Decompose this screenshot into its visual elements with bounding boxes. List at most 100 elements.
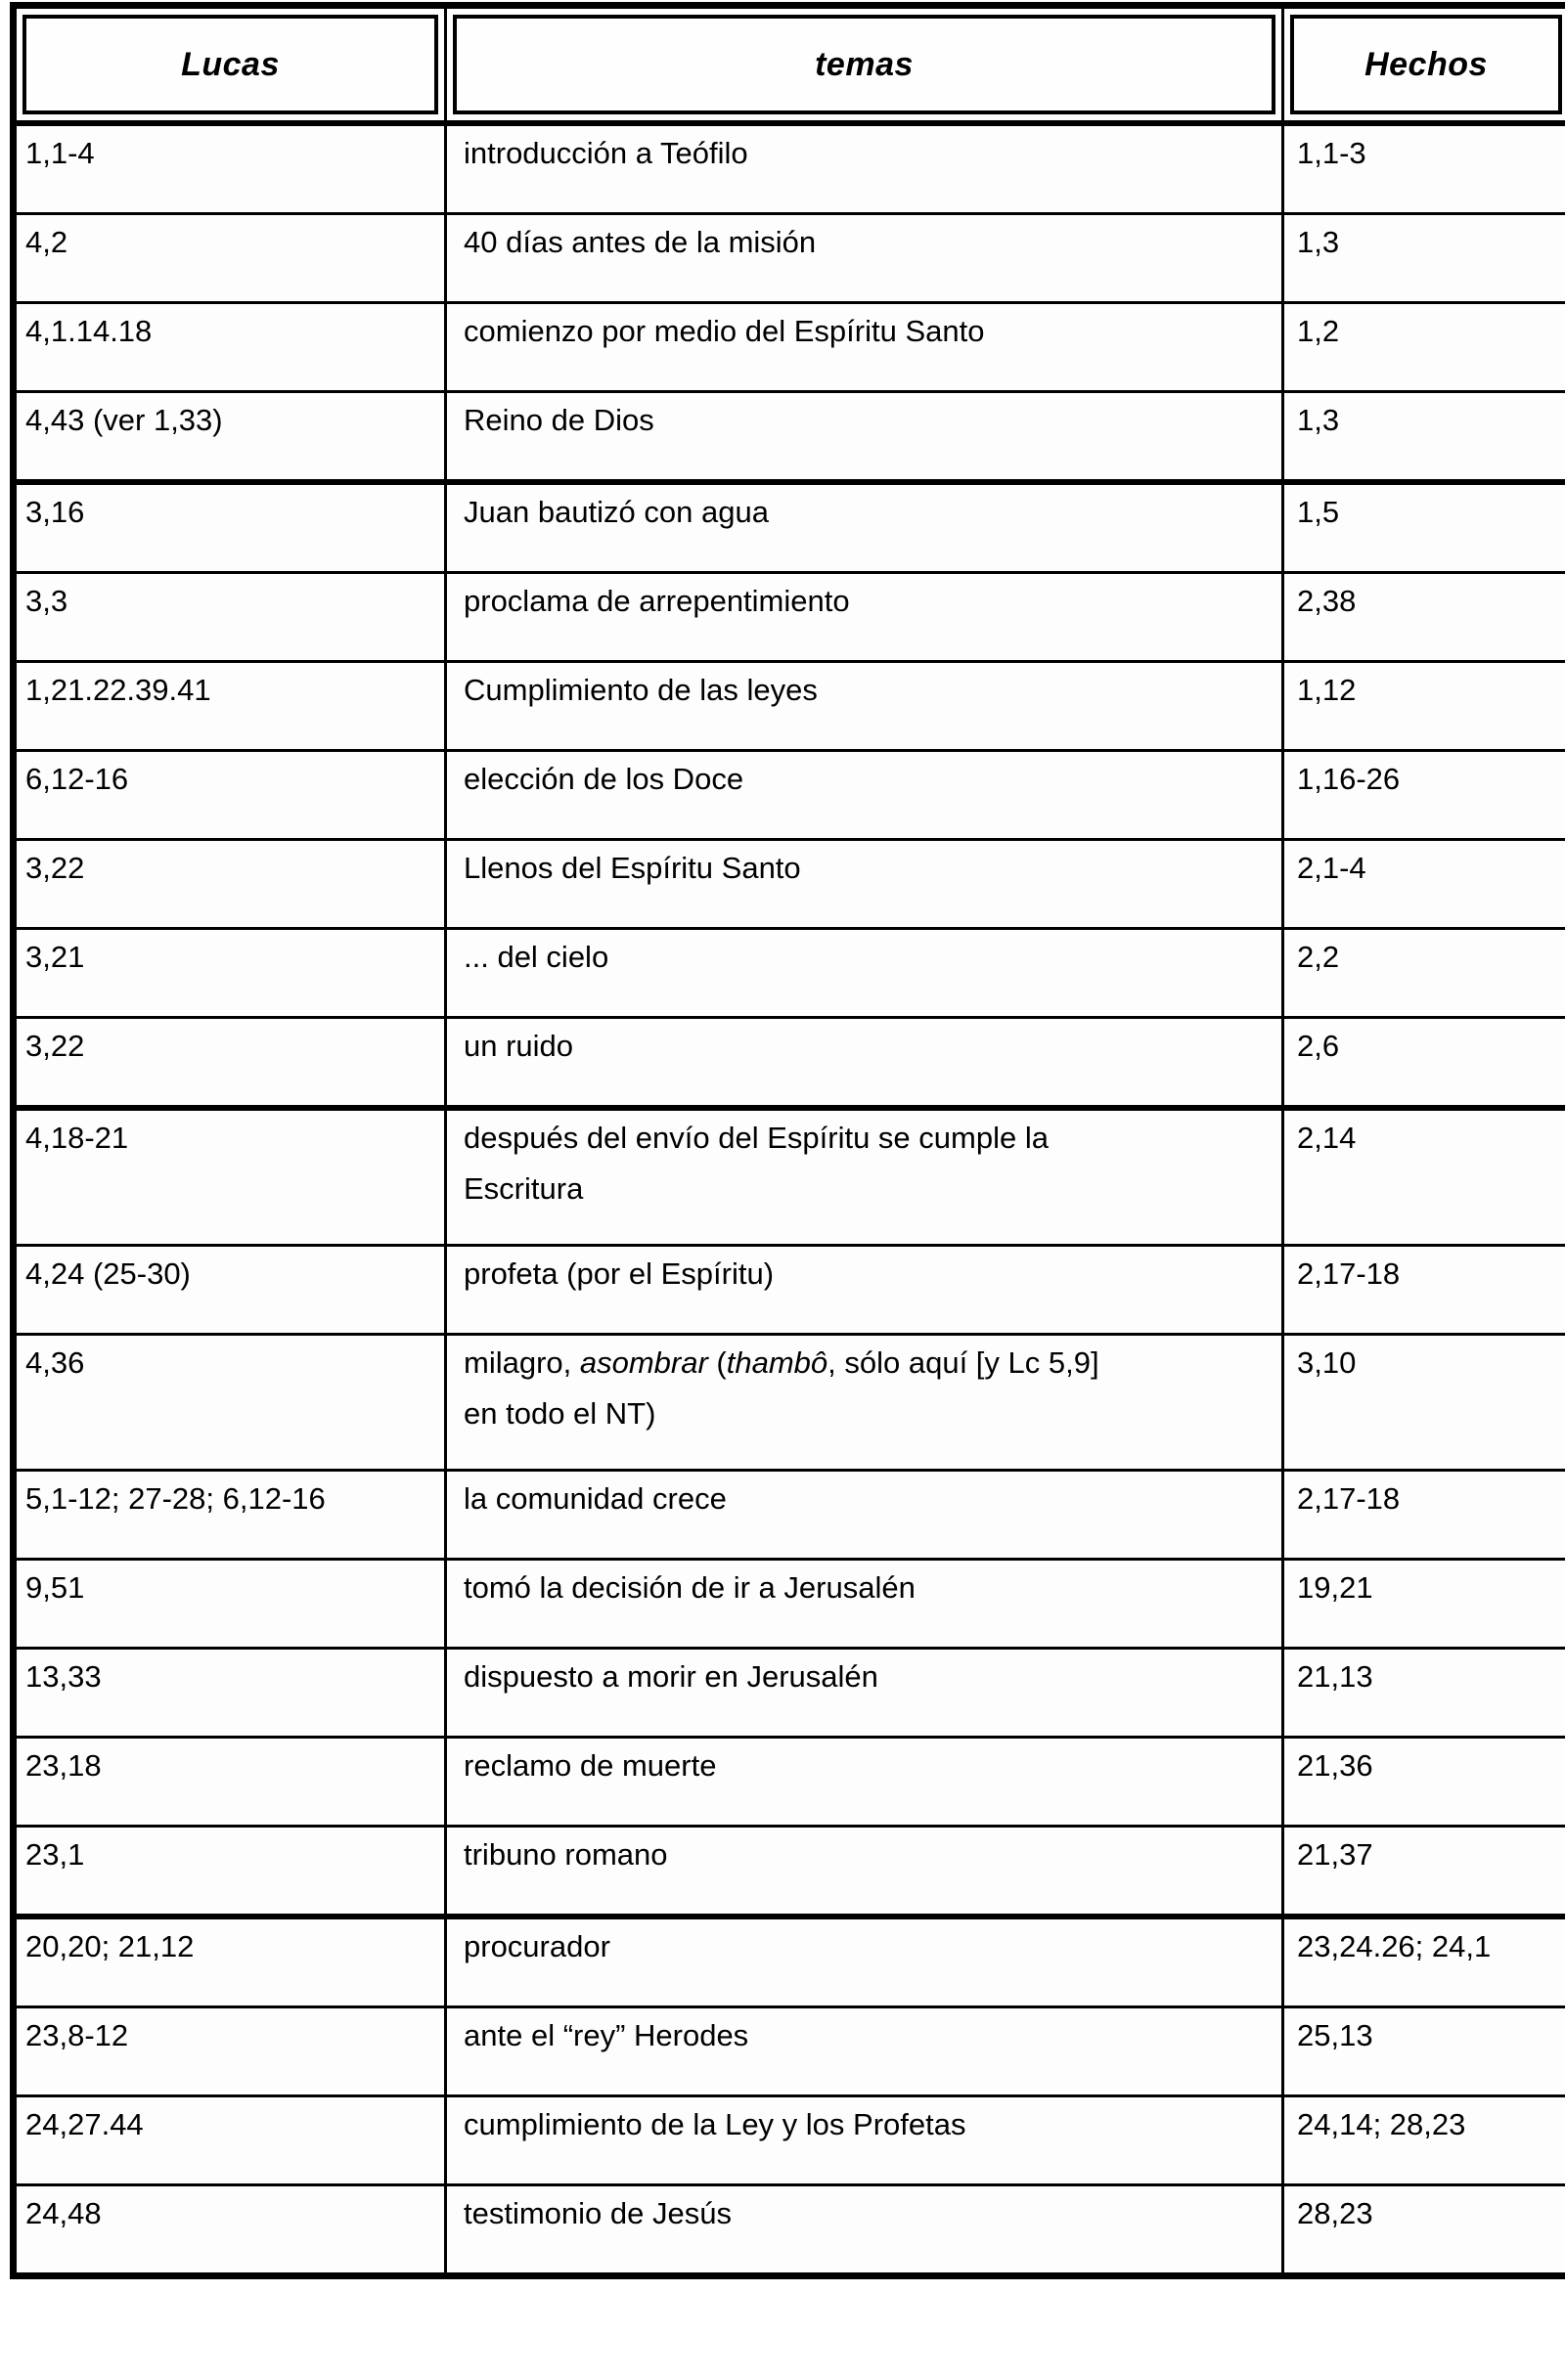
table-row: 4,18-21 después del envío del Espíritu se… [17,1111,1565,1247]
table-row: 9,51 tomó la decisión de ir a Jerusalén 19… [17,1561,1565,1650]
tema-cell: 40 días antes de la misión [447,215,1284,301]
hechos-reference-cell: 23,24.26; 24,1 [1297,1929,1492,1963]
lucas-reference-cell: 4,36 [17,1336,447,1469]
table-row: 1,21.22.39.41 Cumplimiento de las leyes 1,… [17,663,1565,752]
table-row: 3,22 Llenos del Espíritu Santo 2,1-4 [17,841,1565,930]
table-row: 3,3 proclama de arrepentimiento 2,38 [17,574,1565,663]
header-cell-temas: temas [447,9,1284,120]
lucas-reference-cell: 4,18-21 [17,1111,447,1244]
table-row: 4,2 40 días antes de la misión 1,3 [17,215,1565,304]
table-row: 23,1 tribuno romano 21,37 [17,1828,1565,1919]
table-row: 4,1.14.18 comienzo por medio del Espíritu… [17,304,1565,393]
lucas-reference-cell: 3,21 [17,930,447,1016]
table-row: 1,1-4 introducción a Teófilo 1,1-3 [17,126,1565,215]
header-cell-hechos: Hechos [1284,9,1565,120]
tema-cell: un ruido [447,1019,1284,1105]
tema-cell: Llenos del Espíritu Santo [447,841,1284,927]
lucas-reference-cell: 5,1-12; 27-28; 6,12-16 [17,1472,447,1558]
hechos-reference-cell: 21,13 [1297,1659,1373,1694]
hechos-reference-cell: 21,37 [1297,1837,1373,1872]
lucas-reference-cell: 6,12-16 [17,752,447,838]
table-row: 6,12-16 elección de los Doce 1,16-26 [17,752,1565,841]
tema-cell: procurador [447,1919,1284,2005]
lucas-reference-cell: 9,51 [17,1561,447,1647]
tema-cell: cumplimiento de la Ley y los Profetas [447,2097,1284,2183]
lucas-reference-cell: 4,43 (ver 1,33) [17,393,447,479]
tema-cell: dispuesto a morir en Jerusalén [447,1650,1284,1736]
tema-cell: la comunidad crece [447,1472,1284,1558]
tema-cell: Reino de Dios [447,393,1284,479]
tema-cell: proclama de arrepentimiento [447,574,1284,660]
lucas-reference-cell: 13,33 [17,1650,447,1736]
tema-cell: milagro, asombrar (thambô, sólo aquí [y … [447,1336,1284,1469]
hechos-reference-cell: 21,36 [1297,1748,1373,1783]
table-row: 20,20; 21,12 procurador 23,24.26; 24,1 [17,1919,1565,2008]
lucas-reference-cell: 23,8-12 [17,2008,447,2094]
lucas-reference-cell: 20,20; 21,12 [17,1919,447,2005]
hechos-reference-cell: 1,16-26 [1297,762,1401,796]
hechos-reference-cell: 2,1-4 [1297,851,1366,885]
table-row: 23,18 reclamo de muerte 21,36 [17,1739,1565,1828]
lucas-reference-cell: 3,22 [17,1019,447,1105]
hechos-reference-cell: 24,14; 28,23 [1297,2107,1466,2141]
lucas-reference-cell: 4,1.14.18 [17,304,447,390]
lucas-reference-cell: 3,3 [17,574,447,660]
tema-cell: introducción a Teófilo [447,126,1284,212]
hechos-reference-cell: 2,6 [1297,1029,1340,1063]
hechos-reference-cell: 25,13 [1297,2018,1373,2052]
table-row: 5,1-12; 27-28; 6,12-16 la comunidad crece… [17,1472,1565,1561]
header-label-hechos: Hechos [1290,15,1562,114]
tema-cell: ante el “rey” Herodes [447,2008,1284,2094]
lucas-reference-cell: 1,1-4 [17,126,447,212]
tema-cell: ... del cielo [447,930,1284,1016]
table-header-row: Lucas temas Hechos [17,9,1565,126]
table-row: 13,33 dispuesto a morir en Jerusalén 21,13 [17,1650,1565,1739]
table-row: 4,43 (ver 1,33) Reino de Dios 1,3 [17,393,1565,485]
header-label-lucas: Lucas [22,15,438,114]
hechos-reference-cell: 1,3 [1297,225,1340,259]
lucas-reference-cell: 3,22 [17,841,447,927]
header-label-temas: temas [453,15,1275,114]
lucas-reference-cell: 4,2 [17,215,447,301]
hechos-reference-cell: 19,21 [1297,1570,1373,1605]
tema-cell: Cumplimiento de las leyes [447,663,1284,749]
hechos-reference-cell: 2,17-18 [1297,1481,1401,1516]
tema-cell: testimonio de Jesús [447,2186,1284,2272]
hechos-reference-cell: 1,12 [1297,673,1357,707]
table-row: 3,16 Juan bautizó con agua 1,5 [17,485,1565,574]
hechos-reference-cell: 2,17-18 [1297,1256,1401,1291]
table-row: 3,22 un ruido 2,6 [17,1019,1565,1111]
hechos-reference-cell: 3,10 [1297,1345,1357,1380]
table-row: 3,21... del cielo 2,2 [17,930,1565,1019]
tema-cell: elección de los Doce [447,752,1284,838]
hechos-reference-cell: 1,2 [1297,314,1340,348]
lucas-reference-cell: 4,24 (25-30) [17,1247,447,1333]
table-row: 4,36 milagro, asombrar (thambô, sólo aquí… [17,1336,1565,1472]
tema-cell: después del envío del Espíritu se cumple… [447,1111,1284,1244]
lucas-reference-cell: 24,27.44 [17,2097,447,2183]
hechos-reference-cell: 2,38 [1297,584,1357,618]
lucas-reference-cell: 1,21.22.39.41 [17,663,447,749]
hechos-reference-cell: 28,23 [1297,2196,1373,2230]
table-row: 4,24 (25-30) profeta (por el Espíritu) 2,1… [17,1247,1565,1336]
tema-cell: Juan bautizó con agua [447,485,1284,571]
tema-cell: reclamo de muerte [447,1739,1284,1825]
lucas-reference-cell: 23,18 [17,1739,447,1825]
lucas-hechos-comparison-table: Lucas temas Hechos 1,1-4 introducción a T… [10,2,1565,2279]
lucas-reference-cell: 24,48 [17,2186,447,2272]
table-body: 1,1-4 introducción a Teófilo 1,1-3 4,2 40 dí… [17,126,1565,2272]
table-row: 24,27.44 cumplimiento de la Ley y los Pro… [17,2097,1565,2186]
lucas-reference-cell: 3,16 [17,485,447,571]
tema-cell: profeta (por el Espíritu) [447,1247,1284,1333]
tema-cell: comienzo por medio del Espíritu Santo [447,304,1284,390]
tema-cell: tribuno romano [447,1828,1284,1914]
hechos-reference-cell: 1,3 [1297,403,1340,437]
hechos-reference-cell: 1,5 [1297,495,1340,529]
table-row: 23,8-12 ante el “rey” Herodes 25,13 [17,2008,1565,2097]
lucas-reference-cell: 23,1 [17,1828,447,1914]
hechos-reference-cell: 2,14 [1297,1121,1357,1155]
header-cell-lucas: Lucas [17,9,447,120]
hechos-reference-cell: 1,1-3 [1297,136,1366,170]
tema-cell: tomó la decisión de ir a Jerusalén [447,1561,1284,1647]
